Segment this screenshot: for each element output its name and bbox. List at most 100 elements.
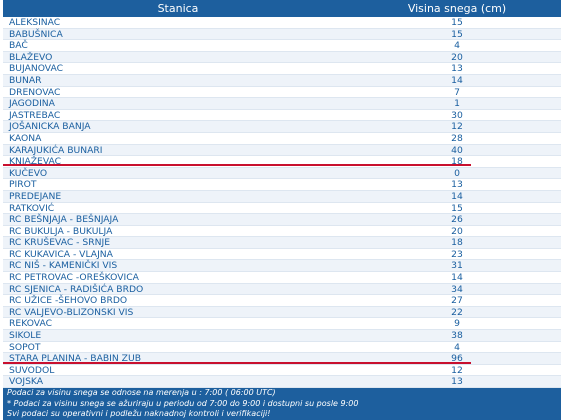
station-cell: SUVODOL	[9, 364, 55, 376]
snow-depth-cell: 40	[451, 144, 463, 156]
footer-note: Svi podaci su operativni i podležu nakna…	[7, 409, 271, 419]
table-row: JOŠANICKA BANJA 12	[3, 121, 561, 133]
snow-depth-cell: 20	[451, 225, 463, 237]
station-cell: RC KRUŠEVAC - SRNJE	[9, 237, 111, 249]
snow-depth-cell: 4	[454, 341, 460, 353]
snow-depth-cell: 14	[451, 272, 463, 284]
station-cell: BUJANOVAC	[9, 63, 64, 75]
table-row: BUJANOVAC 13	[3, 63, 561, 75]
snow-depth-cell: 15	[451, 17, 463, 28]
table-row: KAONA 28	[3, 133, 561, 145]
snow-depth-cell: 9	[454, 318, 460, 330]
footer-note: * Podaci za visinu snega se ažuriraju u …	[7, 398, 359, 408]
table-row: RC NIŠ - KAMENIČKI VIS 31	[3, 260, 561, 273]
snow-depth-cell: 18	[451, 156, 463, 168]
station-cell: KNJAŽEVAC	[9, 156, 62, 168]
station-cell: JAGODINA	[9, 98, 55, 110]
table-row: DRENOVAC 7	[3, 87, 561, 99]
table-body: ALEKSINAC 15 BABUŠNICA 15 BAČ 4 BLAŽEVO 20 BUJAN…	[3, 17, 561, 388]
table-row: SIKOLE 38	[3, 330, 561, 342]
table-row: PREDEJANE 14	[3, 190, 561, 203]
red-underline	[3, 164, 471, 166]
station-cell: RC UŽICE -ŠEHOVO BRDO	[9, 295, 128, 307]
snow-depth-cell: 38	[451, 330, 463, 342]
snow-depth-cell: 13	[451, 179, 463, 191]
snow-depth-cell: 34	[451, 283, 463, 295]
snow-depth-cell: 23	[451, 248, 463, 260]
station-cell: DRENOVAC	[9, 86, 61, 98]
table-row: REKOVAC 9	[3, 318, 561, 331]
station-cell: JASTREBAC	[9, 109, 61, 121]
table-row: KNJAŽEVAC 18	[3, 156, 561, 168]
station-cell: KUČEVO	[9, 167, 48, 179]
table-row: JASTREBAC 30	[3, 110, 561, 122]
station-cell: ALEKSINAC	[9, 17, 61, 28]
station-cell: PREDEJANE	[9, 190, 62, 202]
table-row: RATKOVIĆ 15	[3, 203, 561, 215]
snow-depth-cell: 12	[451, 121, 463, 133]
table-row: JAGODINA 1	[3, 98, 561, 110]
table-row: BABUŠNICA 15	[3, 28, 561, 41]
station-cell: RC VALJEVO-BLIZONSKI VIS	[9, 306, 134, 318]
snow-depth-cell: 1	[454, 98, 460, 110]
snow-depth-cell: 30	[451, 109, 463, 121]
table-row: SUVODOL 12	[3, 365, 561, 377]
red-underline	[3, 362, 471, 364]
snow-table: Stanica Visina snega (cm) ALEKSINAC 15 BAB…	[3, 0, 561, 420]
snow-depth-cell: 15	[451, 202, 463, 214]
snow-depth-cell: 4	[454, 40, 460, 52]
station-cell: KARAJUKIĆA BUNARI	[9, 144, 103, 156]
snow-depth-cell: 18	[451, 237, 463, 249]
station-cell: RC KUKAVICA - VLAJNA	[9, 248, 113, 260]
table-row: RC BEŠNJAJA - BEŠNJAJA 26	[3, 214, 561, 226]
table-row: RC VALJEVO-BLIZONSKI VIS 22	[3, 306, 561, 319]
footer-note: Podaci za visinu snega se odnose na mere…	[7, 388, 276, 397]
table-row: RC UŽICE -ŠEHOVO BRDO 27	[3, 295, 561, 307]
station-cell: BUNAR	[9, 74, 42, 86]
table-row: BAČ 4	[3, 40, 561, 52]
station-cell: BAČ	[9, 40, 28, 52]
table-row: KARAJUKIĆA BUNARI 40	[3, 144, 561, 157]
table-row: RC PETROVAC -OREŠKOVICA 14	[3, 272, 561, 284]
table-row: RC BUKULJA - BUKULJA 20	[3, 226, 561, 238]
station-cell: JOŠANICKA BANJA	[9, 121, 91, 133]
snow-depth-cell: 13	[451, 376, 463, 388]
station-cell: BLAŽEVO	[9, 51, 53, 63]
table-row: RC KUKAVICA - VLAJNA 23	[3, 249, 561, 261]
station-cell: SOPOT	[9, 341, 41, 353]
station-cell: RC BUKULJA - BUKULJA	[9, 225, 113, 237]
header-cell: Visina snega (cm)	[407, 2, 507, 15]
table-footer: Podaci za visinu snega se odnose na mere…	[3, 388, 561, 420]
snow-depth-cell: 13	[451, 63, 463, 75]
snow-depth-cell: 14	[451, 74, 463, 86]
snow-depth-cell: 0	[454, 167, 460, 179]
table-row: PIROT 13	[3, 179, 561, 191]
snow-depth-cell: 28	[451, 132, 463, 144]
snow-depth-cell: 12	[451, 364, 463, 376]
station-cell: REKOVAC	[9, 318, 53, 330]
table-row: BUNAR 14	[3, 74, 561, 87]
header-cell: Stanica	[157, 2, 199, 15]
snow-depth-cell: 31	[451, 260, 463, 272]
table-row: SOPOT 4	[3, 342, 561, 354]
snow-depth-cell: 26	[451, 214, 463, 226]
snow-depth-cell: 96	[451, 353, 463, 365]
snow-depth-cell: 15	[451, 28, 463, 40]
station-cell: KAONA	[9, 132, 42, 144]
station-cell: PIROT	[9, 179, 37, 191]
table-row: BLAŽEVO 20	[3, 51, 561, 64]
table-row: RC SJENICA - RADIŠIĆA BRDO 34	[3, 283, 561, 296]
snow-depth-cell: 7	[454, 86, 460, 98]
snow-depth-cell: 27	[451, 295, 463, 307]
table-row: VOJSKA 13	[3, 376, 561, 388]
snow-depth-cell: 14	[451, 190, 463, 202]
station-cell: BABUŠNICA	[9, 28, 63, 40]
table-row: RC KRUŠEVAC - SRNJE 18	[3, 237, 561, 249]
station-cell: VOJSKA	[9, 376, 44, 388]
station-cell: RC SJENICA - RADIŠIĆA BRDO	[9, 283, 144, 295]
table-row: ALEKSINAC 15	[3, 17, 561, 29]
station-cell: RC PETROVAC -OREŠKOVICA	[9, 272, 139, 284]
snow-depth-cell: 22	[451, 306, 463, 318]
table-row: KUČEVO 0	[3, 167, 561, 180]
